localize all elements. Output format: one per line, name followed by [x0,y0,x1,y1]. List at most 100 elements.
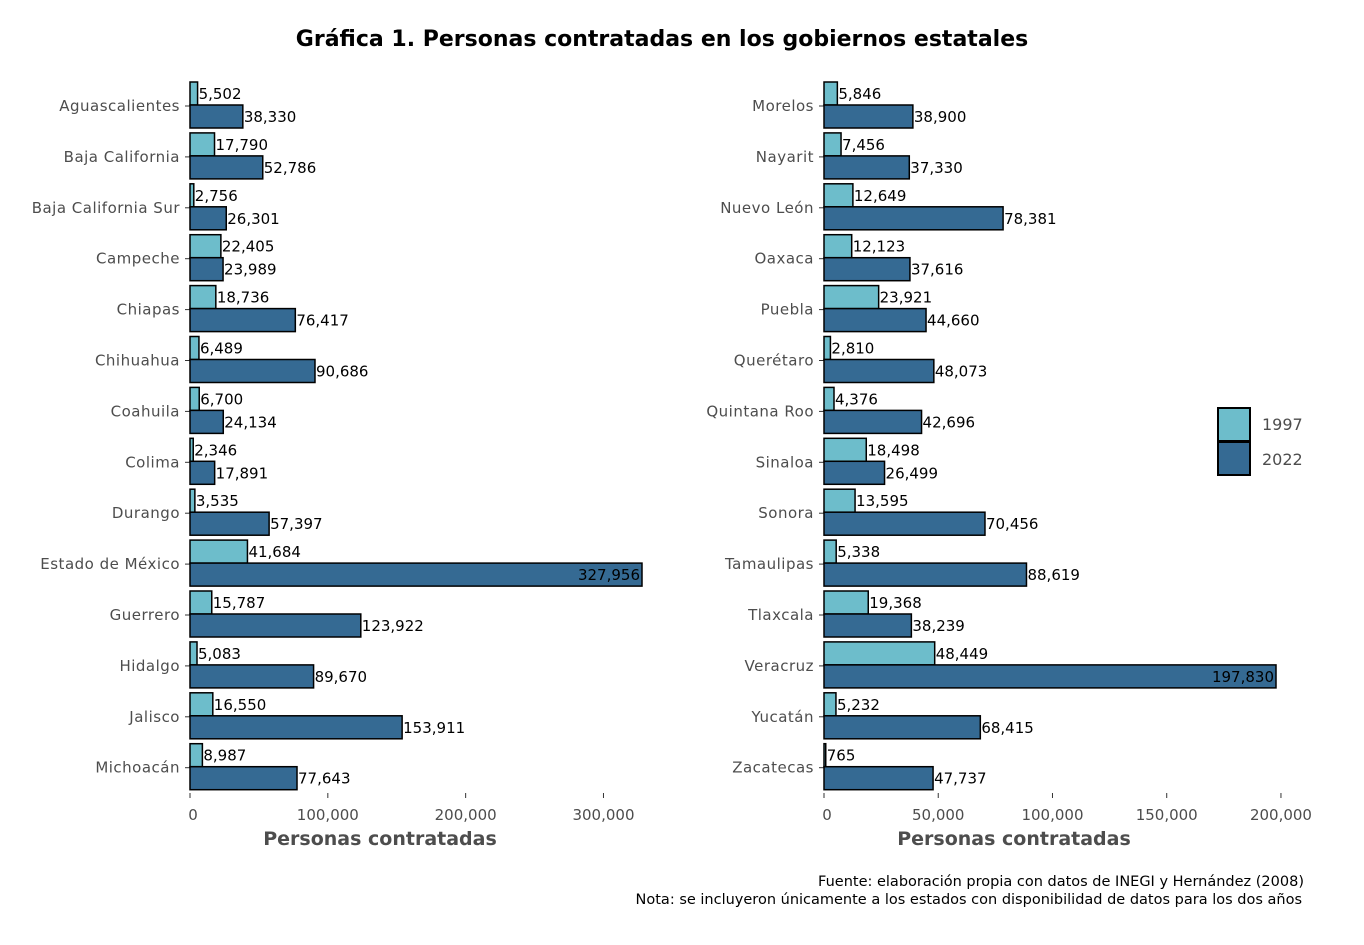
bar-2022 [189,307,297,333]
data-label-1997: 2,346 [194,441,237,459]
bar-2022 [189,104,244,129]
data-label-1997: 18,498 [867,441,920,459]
x-axis-title: Personas contratadas [263,828,497,850]
bar-1997 [189,742,204,768]
bar-2022 [189,206,227,231]
data-label-2022: 52,786 [264,159,317,177]
category-label: Coahuila [111,402,180,420]
x-tick-label: 50,000 [912,806,965,824]
bar-1997 [189,81,199,106]
category-label: Guerrero [110,606,180,624]
bar-2022 [189,664,315,689]
bar-1997 [823,437,868,463]
data-label-2022: 197,830 [1212,668,1274,686]
bar-1997 [823,81,839,106]
bar-1997 [823,488,856,513]
bar-2022 [823,715,982,740]
bar-2022 [823,104,914,129]
category-label: Tamaulipas [724,555,814,573]
data-label-1997: 15,787 [213,594,266,612]
bar-1997 [189,386,200,412]
x-tick-label: 100,000 [1021,806,1083,824]
x-tick-label: 200,000 [1250,806,1312,824]
category-label: Campeche [96,250,180,268]
bar-1997 [189,233,222,259]
data-label-2022: 24,134 [224,413,277,431]
data-label-1997: 5,232 [837,696,880,714]
data-label-2022: 42,696 [923,413,976,431]
data-label-2022: 44,660 [927,312,980,330]
data-label-2022: 123,922 [362,617,424,635]
legend-swatch-2022 [1217,441,1251,476]
data-label-2022: 38,900 [914,108,967,126]
data-label-2022: 37,616 [911,261,964,279]
data-label-2022: 26,301 [227,210,279,228]
bar-2022 [189,155,264,180]
category-label: Colima [125,453,180,471]
data-label-1997: 12,123 [853,238,906,256]
data-label-1997: 3,535 [196,492,239,510]
x-tick-label: 100,000 [297,806,359,824]
category-label: Estado de México [40,555,180,573]
data-label-1997: 5,846 [838,85,881,103]
bar-1997 [823,132,842,157]
data-label-1997: 22,405 [222,238,275,256]
data-label-2022: 70,456 [986,515,1039,533]
data-label-2022: 48,073 [935,363,988,381]
category-label: Quintana Roo [706,402,814,420]
data-label-2022: 77,643 [298,770,351,788]
data-label-1997: 16,550 [214,696,266,714]
bar-2022 [823,409,923,435]
bar-2022 [189,562,643,587]
data-label-2022: 38,239 [912,617,965,635]
bar-2022 [189,256,224,282]
bar-2022 [189,358,316,384]
bar-2022 [189,511,270,536]
data-label-1997: 765 [827,747,856,765]
bar-1997 [823,233,853,259]
category-label: Aguascalientes [59,97,180,115]
category-label: Nuevo León [720,199,814,217]
bar-2022 [823,206,1004,231]
panel-2: Morelos 5,846 38,900 Nayarit 7,456 37,330 Nuev… [706,81,1312,850]
bar-2022 [823,256,911,282]
bar-1997 [189,692,214,717]
data-label-1997: 8,987 [203,747,246,765]
category-label: Jalisco [128,708,180,726]
bar-1997 [823,692,837,717]
data-label-1997: 13,595 [856,492,909,510]
bar-1997 [189,335,200,361]
data-label-1997: 48,449 [936,645,989,663]
category-label: Oaxaca [754,250,814,268]
data-label-2022: 88,619 [1027,566,1080,584]
x-tick-label: 150,000 [1136,806,1198,824]
data-label-2022: 90,686 [316,363,369,381]
bar-2022 [189,765,298,791]
source-note: Fuente: elaboración propia con datos de … [818,874,1304,890]
data-label-1997: 5,083 [198,645,241,663]
data-label-2022: 327,956 [578,566,640,584]
category-label: Yucatán [751,708,814,726]
category-label: Hidalgo [119,657,180,675]
bar-2022 [823,460,886,486]
x-tick-label: 300,000 [572,806,634,824]
bar-2022 [823,562,1028,587]
bar-1997 [189,488,196,513]
data-label-1997: 4,376 [835,390,878,408]
bar-1997 [823,183,854,208]
bar-2022 [823,765,934,791]
data-label-2022: 78,381 [1004,210,1057,228]
bar-1997 [189,284,217,310]
data-label-2022: 57,397 [270,515,323,533]
bar-2022 [823,358,935,384]
data-label-2022: 26,499 [886,464,939,482]
category-label: Querétaro [734,352,814,370]
bar-1997 [189,641,198,666]
data-label-2022: 37,330 [910,159,963,177]
bar-1997 [189,132,216,157]
bar-1997 [823,539,837,564]
data-label-1997: 5,502 [199,85,242,103]
category-label: Durango [112,504,180,522]
